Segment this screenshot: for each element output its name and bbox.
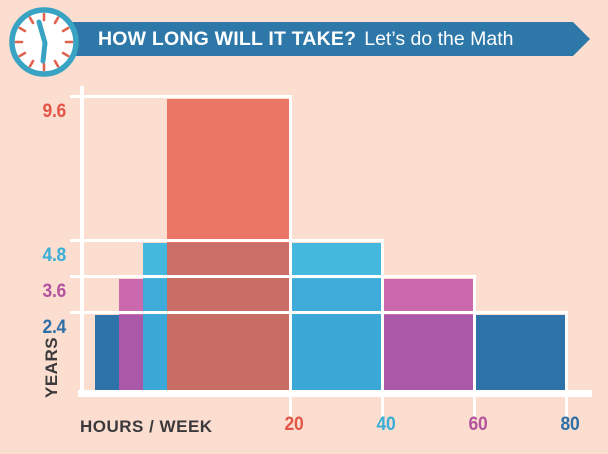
x-tick-line-40 [381,239,384,417]
y-tick-label-3.6: 3.6 [42,281,67,302]
clock-tick-mark [53,59,60,68]
y-tick-label-2.4: 2.4 [42,317,67,338]
x-tick-label-60: 60 [468,414,488,435]
title-bold-text: HOW LONG WILL IT TAKE? [98,27,357,50]
clock-tick-mark [28,16,35,25]
clock-tick-mark [18,51,27,58]
x-tick-label-20: 20 [284,414,304,435]
y-tick-label-9.6: 9.6 [42,101,67,122]
y-tick-label-4.8: 4.8 [42,245,67,266]
y-axis-line [80,86,84,390]
gridline-9.6-years [70,95,292,98]
y-axis-title: YEARS [42,336,61,398]
x-axis-title: HOURS / WEEK [80,417,213,436]
title-subtitle-text: Let’s do the Math [364,27,514,50]
bar-20h [167,99,289,392]
gridline-3.6-years [70,275,476,278]
x-tick-line-80 [565,311,568,417]
clock-tick-mark [61,51,70,58]
clock-tick-mark [28,59,35,68]
gridline-2.4-years [70,311,568,314]
clock-tick-mark [61,26,70,33]
clock-tick-mark [18,26,27,33]
title-banner: HOW LONG WILL IT TAKE? Let’s do the Math [60,22,590,56]
x-tick-line-60 [473,275,476,417]
clock-tick-mark [53,16,60,25]
x-tick-label-80: 80 [560,414,580,435]
x-tick-label-40: 40 [376,414,396,435]
clock-icon [8,6,80,78]
x-tick-line-20 [289,95,292,417]
gridline-4.8-years [70,239,384,242]
x-axis-line [78,390,592,397]
